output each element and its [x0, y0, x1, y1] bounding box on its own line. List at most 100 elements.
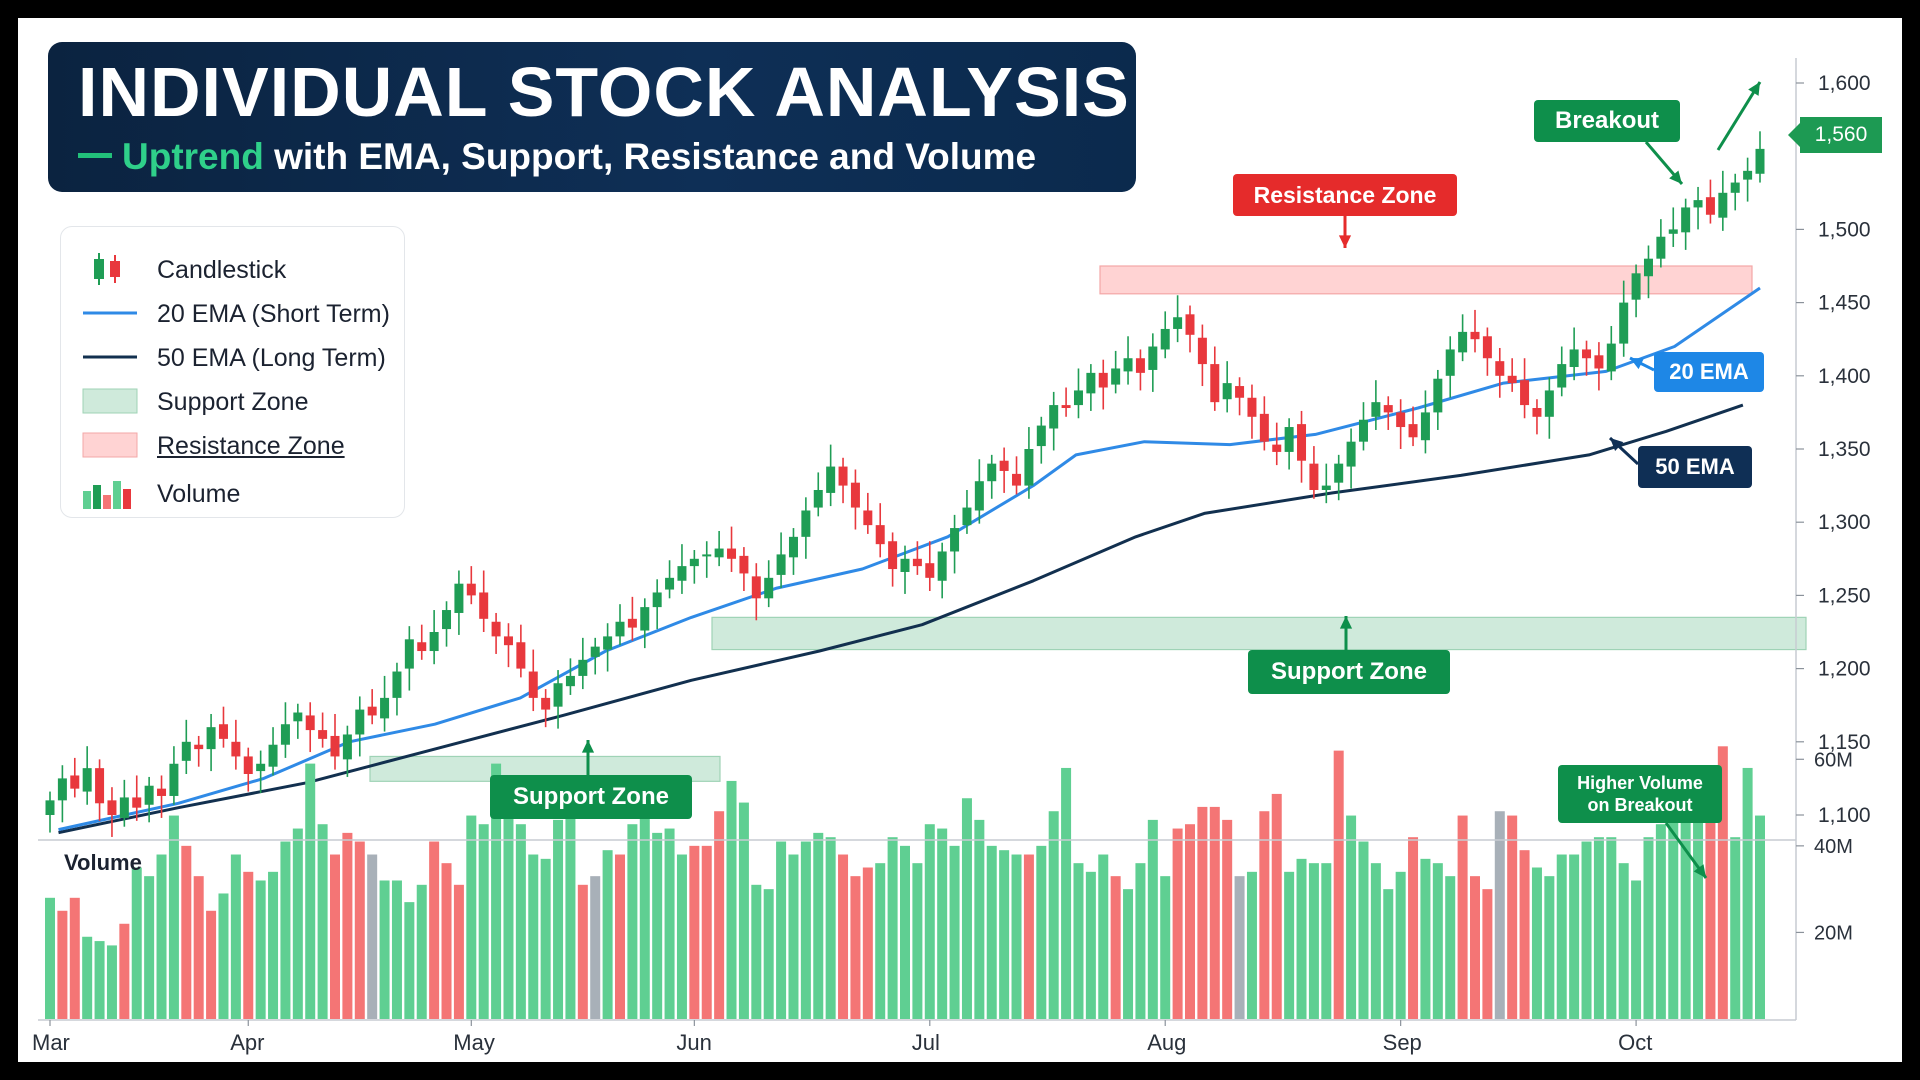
candle-down — [1507, 375, 1517, 384]
candle-up — [1743, 170, 1753, 180]
volume-bar — [999, 850, 1010, 1019]
volume-bar — [491, 763, 502, 1019]
line-blue-icon — [83, 311, 137, 315]
legend-label: Resistance Zone — [157, 432, 345, 460]
candle-up — [826, 466, 836, 493]
y-tick-label: 1,450 — [1818, 292, 1871, 315]
volume-bar — [1321, 863, 1332, 1019]
candle-up — [392, 671, 402, 698]
chart-title: INDIVIDUAL STOCK ANALYSIS — [78, 53, 1130, 131]
volume-bar — [887, 837, 898, 1019]
candle-up — [45, 800, 55, 815]
candle-down — [1185, 314, 1195, 335]
volume-bar — [800, 841, 811, 1019]
candle-down — [1532, 408, 1542, 417]
volume-bar — [602, 850, 613, 1019]
volume-bar — [416, 884, 427, 1019]
candle-up — [615, 621, 625, 637]
volume-bar — [689, 845, 700, 1019]
volume-bar — [1593, 837, 1604, 1019]
resistance-arrow-head — [1338, 235, 1352, 248]
volume-bar — [168, 815, 179, 1019]
volume-arrow-head — [1693, 864, 1706, 878]
volume-bar — [453, 884, 464, 1019]
candle-down — [838, 466, 848, 486]
line-navy-icon — [83, 355, 137, 359]
volume-bar — [1209, 806, 1220, 1019]
volume-bar — [1271, 793, 1282, 1019]
candle-up — [1420, 412, 1430, 441]
x-tick-label: Mar — [32, 1030, 70, 1055]
last-price-tag: 1,560 — [1788, 117, 1882, 153]
legend: Candlestick 20 EMA (Short Term) 50 EMA (… — [60, 226, 405, 518]
volume-bar — [912, 863, 923, 1019]
candle-up — [1321, 485, 1331, 490]
candle-up — [565, 675, 575, 687]
volume-bar — [1061, 767, 1072, 1019]
volume-bar — [1346, 815, 1357, 1019]
volume-bar — [1705, 780, 1716, 1019]
ema20-line — [58, 286, 1761, 832]
volume-tick-label: 60M — [1814, 749, 1853, 771]
volume-bar — [1358, 841, 1369, 1019]
volume-bar — [1556, 854, 1567, 1019]
volume-bar — [218, 893, 229, 1019]
volume-bar — [1742, 767, 1753, 1019]
candle-down — [305, 715, 315, 731]
candle-up — [764, 577, 774, 599]
volume-bar — [1668, 811, 1679, 1019]
candle-up — [57, 778, 67, 801]
volume-bar — [119, 923, 130, 1019]
candle-down — [1482, 336, 1492, 359]
volume-bar — [875, 863, 886, 1019]
higher-volume-callout: Higher Volume on Breakout — [1558, 765, 1722, 823]
candle-up — [1346, 441, 1356, 467]
x-tick-label: Jun — [676, 1030, 711, 1055]
volume-bar — [1048, 811, 1059, 1019]
volume-layer — [45, 746, 1765, 1019]
higher-volume-line1: Higher Volume — [1577, 773, 1703, 793]
candle-up — [1073, 390, 1083, 406]
volume-bar — [441, 863, 452, 1019]
candle-down — [243, 756, 253, 775]
volume-bar — [1457, 815, 1468, 1019]
volume-bar — [1482, 889, 1493, 1019]
volume-bar — [577, 884, 588, 1019]
volume-bar — [553, 819, 564, 1019]
candle-up — [1445, 349, 1455, 376]
ema50-line — [58, 403, 1744, 835]
candle-up — [429, 632, 439, 652]
candle-down — [194, 744, 204, 750]
volume-bar — [1631, 880, 1642, 1019]
volume-bar — [243, 871, 254, 1019]
candle-up — [1718, 192, 1728, 218]
support-zone-callout-left: Support Zone — [490, 775, 692, 819]
candle-up — [1371, 402, 1381, 417]
volume-bar — [1284, 871, 1295, 1019]
volume-bar — [404, 902, 415, 1019]
candle-up — [1606, 343, 1616, 372]
candle-up — [380, 697, 390, 719]
candle-up — [181, 741, 191, 761]
volume-bars-icon — [83, 481, 131, 509]
volume-bar — [825, 837, 836, 1019]
candle-up — [1123, 358, 1133, 372]
candle-up — [900, 558, 910, 572]
legend-item-volume: Volume — [61, 475, 404, 511]
y-tick-label: 1,400 — [1818, 365, 1871, 388]
candle-down — [1210, 364, 1220, 403]
volume-bar — [367, 854, 378, 1019]
candle-down — [541, 697, 551, 710]
candle-up — [801, 510, 811, 537]
volume-bar — [1333, 750, 1344, 1019]
candle-down — [925, 563, 935, 578]
volume-bar — [1085, 871, 1096, 1019]
volume-bar — [82, 936, 93, 1019]
candle-down — [417, 642, 427, 652]
volume-bar — [1073, 863, 1084, 1019]
candle-up — [1668, 229, 1678, 234]
candle-layer — [45, 131, 1765, 837]
candle-up — [1730, 182, 1740, 193]
x-tick-label: Oct — [1618, 1030, 1652, 1055]
candle-up — [342, 734, 352, 760]
